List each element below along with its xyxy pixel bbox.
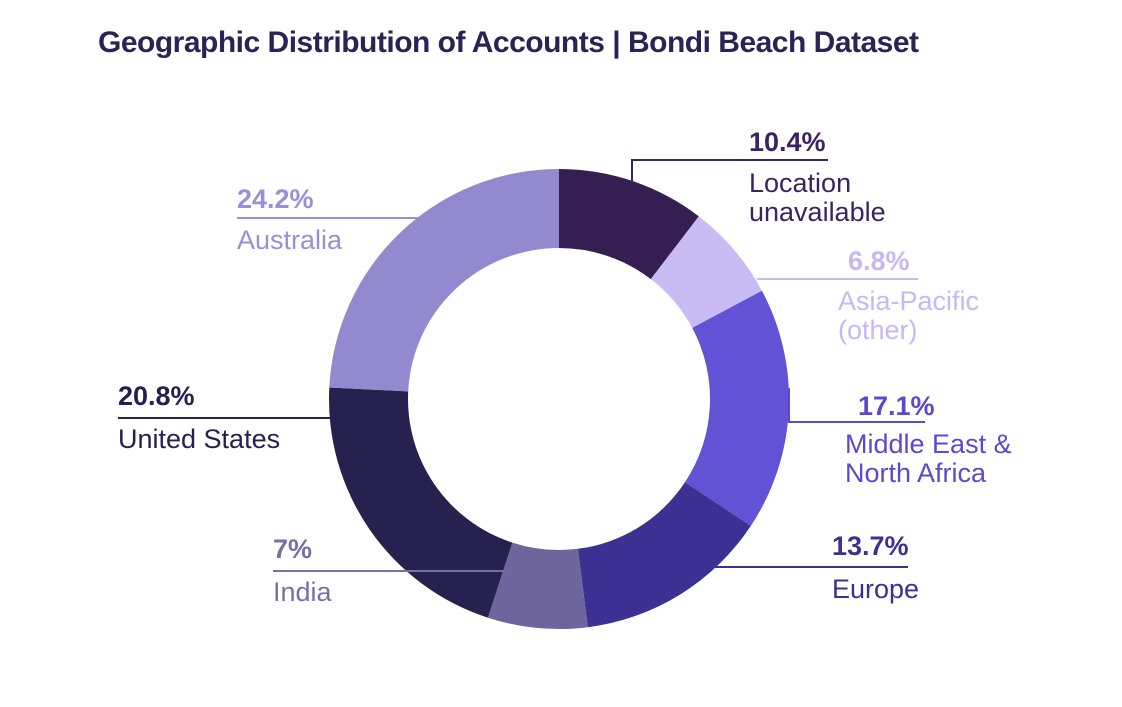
segment-label-middle-east-north-africa: 17.1% Middle East & North Africa [845,391,1012,488]
leader-line-middle-east-north-africa [788,388,925,423]
segment-label-india: 7% India [273,535,332,607]
segment-percent-united-states: 20.8% [118,381,195,411]
segment-label-united-states: 20.8% United States [118,382,280,454]
segment-name-united-states: United States [118,424,281,454]
segment-percent-asia-pacific-other: 6.8% [848,246,910,276]
donut-segment-asia-pacific-other [650,216,762,328]
segment-percent-australia: 24.2% [237,184,314,214]
segment-percent-middle-east-north-africa: 17.1% [858,391,935,421]
segment-name-asia-pacific-other: Asia-Pacific (other) [838,286,980,345]
segment-percent-location-unavailable: 10.4% [749,127,826,157]
donut-segment-europe [577,482,751,628]
segment-label-europe: 13.7% Europe [832,532,919,604]
segment-label-australia: 24.2% Australia [237,185,342,255]
segment-percent-europe: 13.7% [832,531,909,561]
segment-name-location-unavailable: Location unavailable [749,168,886,227]
segment-label-asia-pacific-other: 6.8% Asia-Pacific (other) [838,246,979,345]
donut-segment-australia [329,169,559,392]
segment-name-australia: Australia [237,225,343,255]
donut-segment-united-states [328,387,513,618]
segment-percent-india: 7% [273,534,313,564]
segment-name-india: India [273,577,332,607]
leader-line-location-unavailable [631,159,828,183]
donut-segment-location-unavailable [559,169,699,280]
donut-segment-india [487,542,588,630]
segment-name-middle-east-north-africa: Middle East & North Africa [845,429,1012,488]
donut-segment-middle-east-north-africa [684,290,790,526]
chart-title: Geographic Distribution of Accounts | Bo… [98,26,919,59]
segment-name-europe: Europe [832,574,920,604]
segment-label-location-unavailable: 10.4% Location unavailable [749,128,886,227]
